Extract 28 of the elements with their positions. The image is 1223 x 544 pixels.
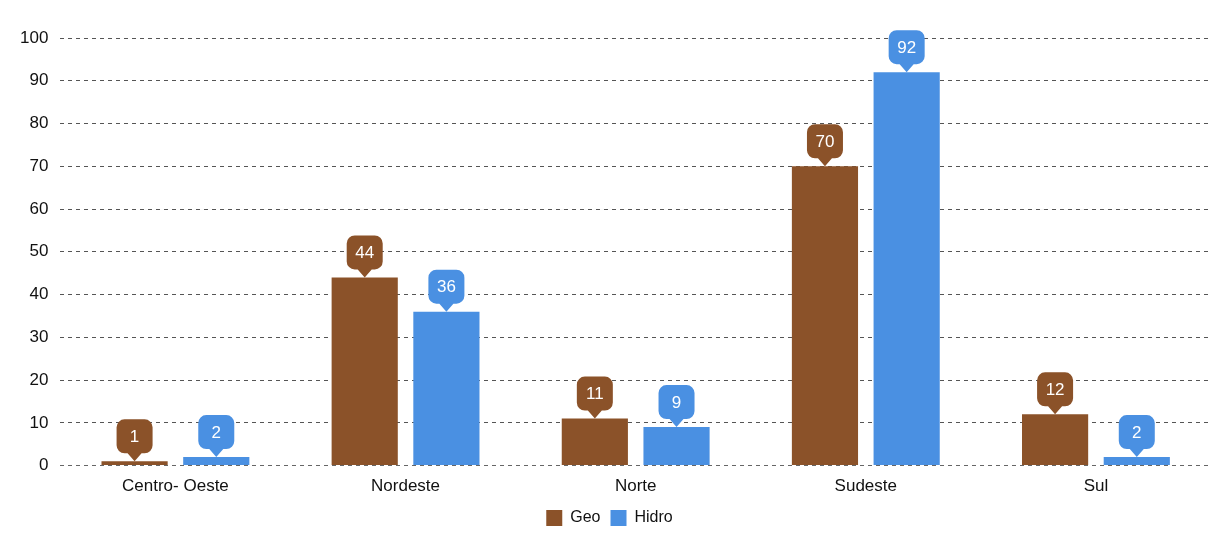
y-tick-label: 20 bbox=[29, 369, 49, 389]
y-tick-label: 40 bbox=[29, 284, 49, 304]
data-label: 44 bbox=[355, 243, 375, 263]
x-tick-label: Norte bbox=[614, 476, 657, 496]
y-tick-label: 0 bbox=[38, 455, 49, 475]
data-label: 36 bbox=[436, 277, 456, 297]
x-tick-label: Sudeste bbox=[834, 476, 897, 496]
data-label: 11 bbox=[586, 384, 604, 404]
data-label: 1 bbox=[129, 427, 140, 447]
data-label: 9 bbox=[671, 392, 682, 412]
data-label: 70 bbox=[815, 131, 835, 151]
y-tick-label: 80 bbox=[29, 113, 49, 133]
data-label: 2 bbox=[211, 422, 222, 442]
y-tick-label: 60 bbox=[29, 198, 49, 218]
data-label: 12 bbox=[1045, 379, 1065, 399]
y-tick-label: 50 bbox=[29, 241, 49, 261]
data-label: 2 bbox=[1132, 422, 1142, 442]
x-tick-label: Nordeste bbox=[371, 476, 441, 496]
y-tick-label: 70 bbox=[29, 155, 49, 175]
legend-label: Hidro bbox=[634, 508, 673, 526]
y-tick-label: 30 bbox=[29, 327, 49, 347]
y-tick-label: 10 bbox=[29, 412, 49, 432]
y-tick-label: 90 bbox=[29, 70, 49, 90]
x-tick-label: Centro- Oeste bbox=[122, 476, 229, 496]
legend-label: Geo bbox=[570, 508, 601, 526]
data-label: 92 bbox=[897, 37, 917, 57]
y-tick-label: 100 bbox=[19, 27, 49, 47]
x-tick-label: Sul bbox=[1083, 476, 1109, 496]
